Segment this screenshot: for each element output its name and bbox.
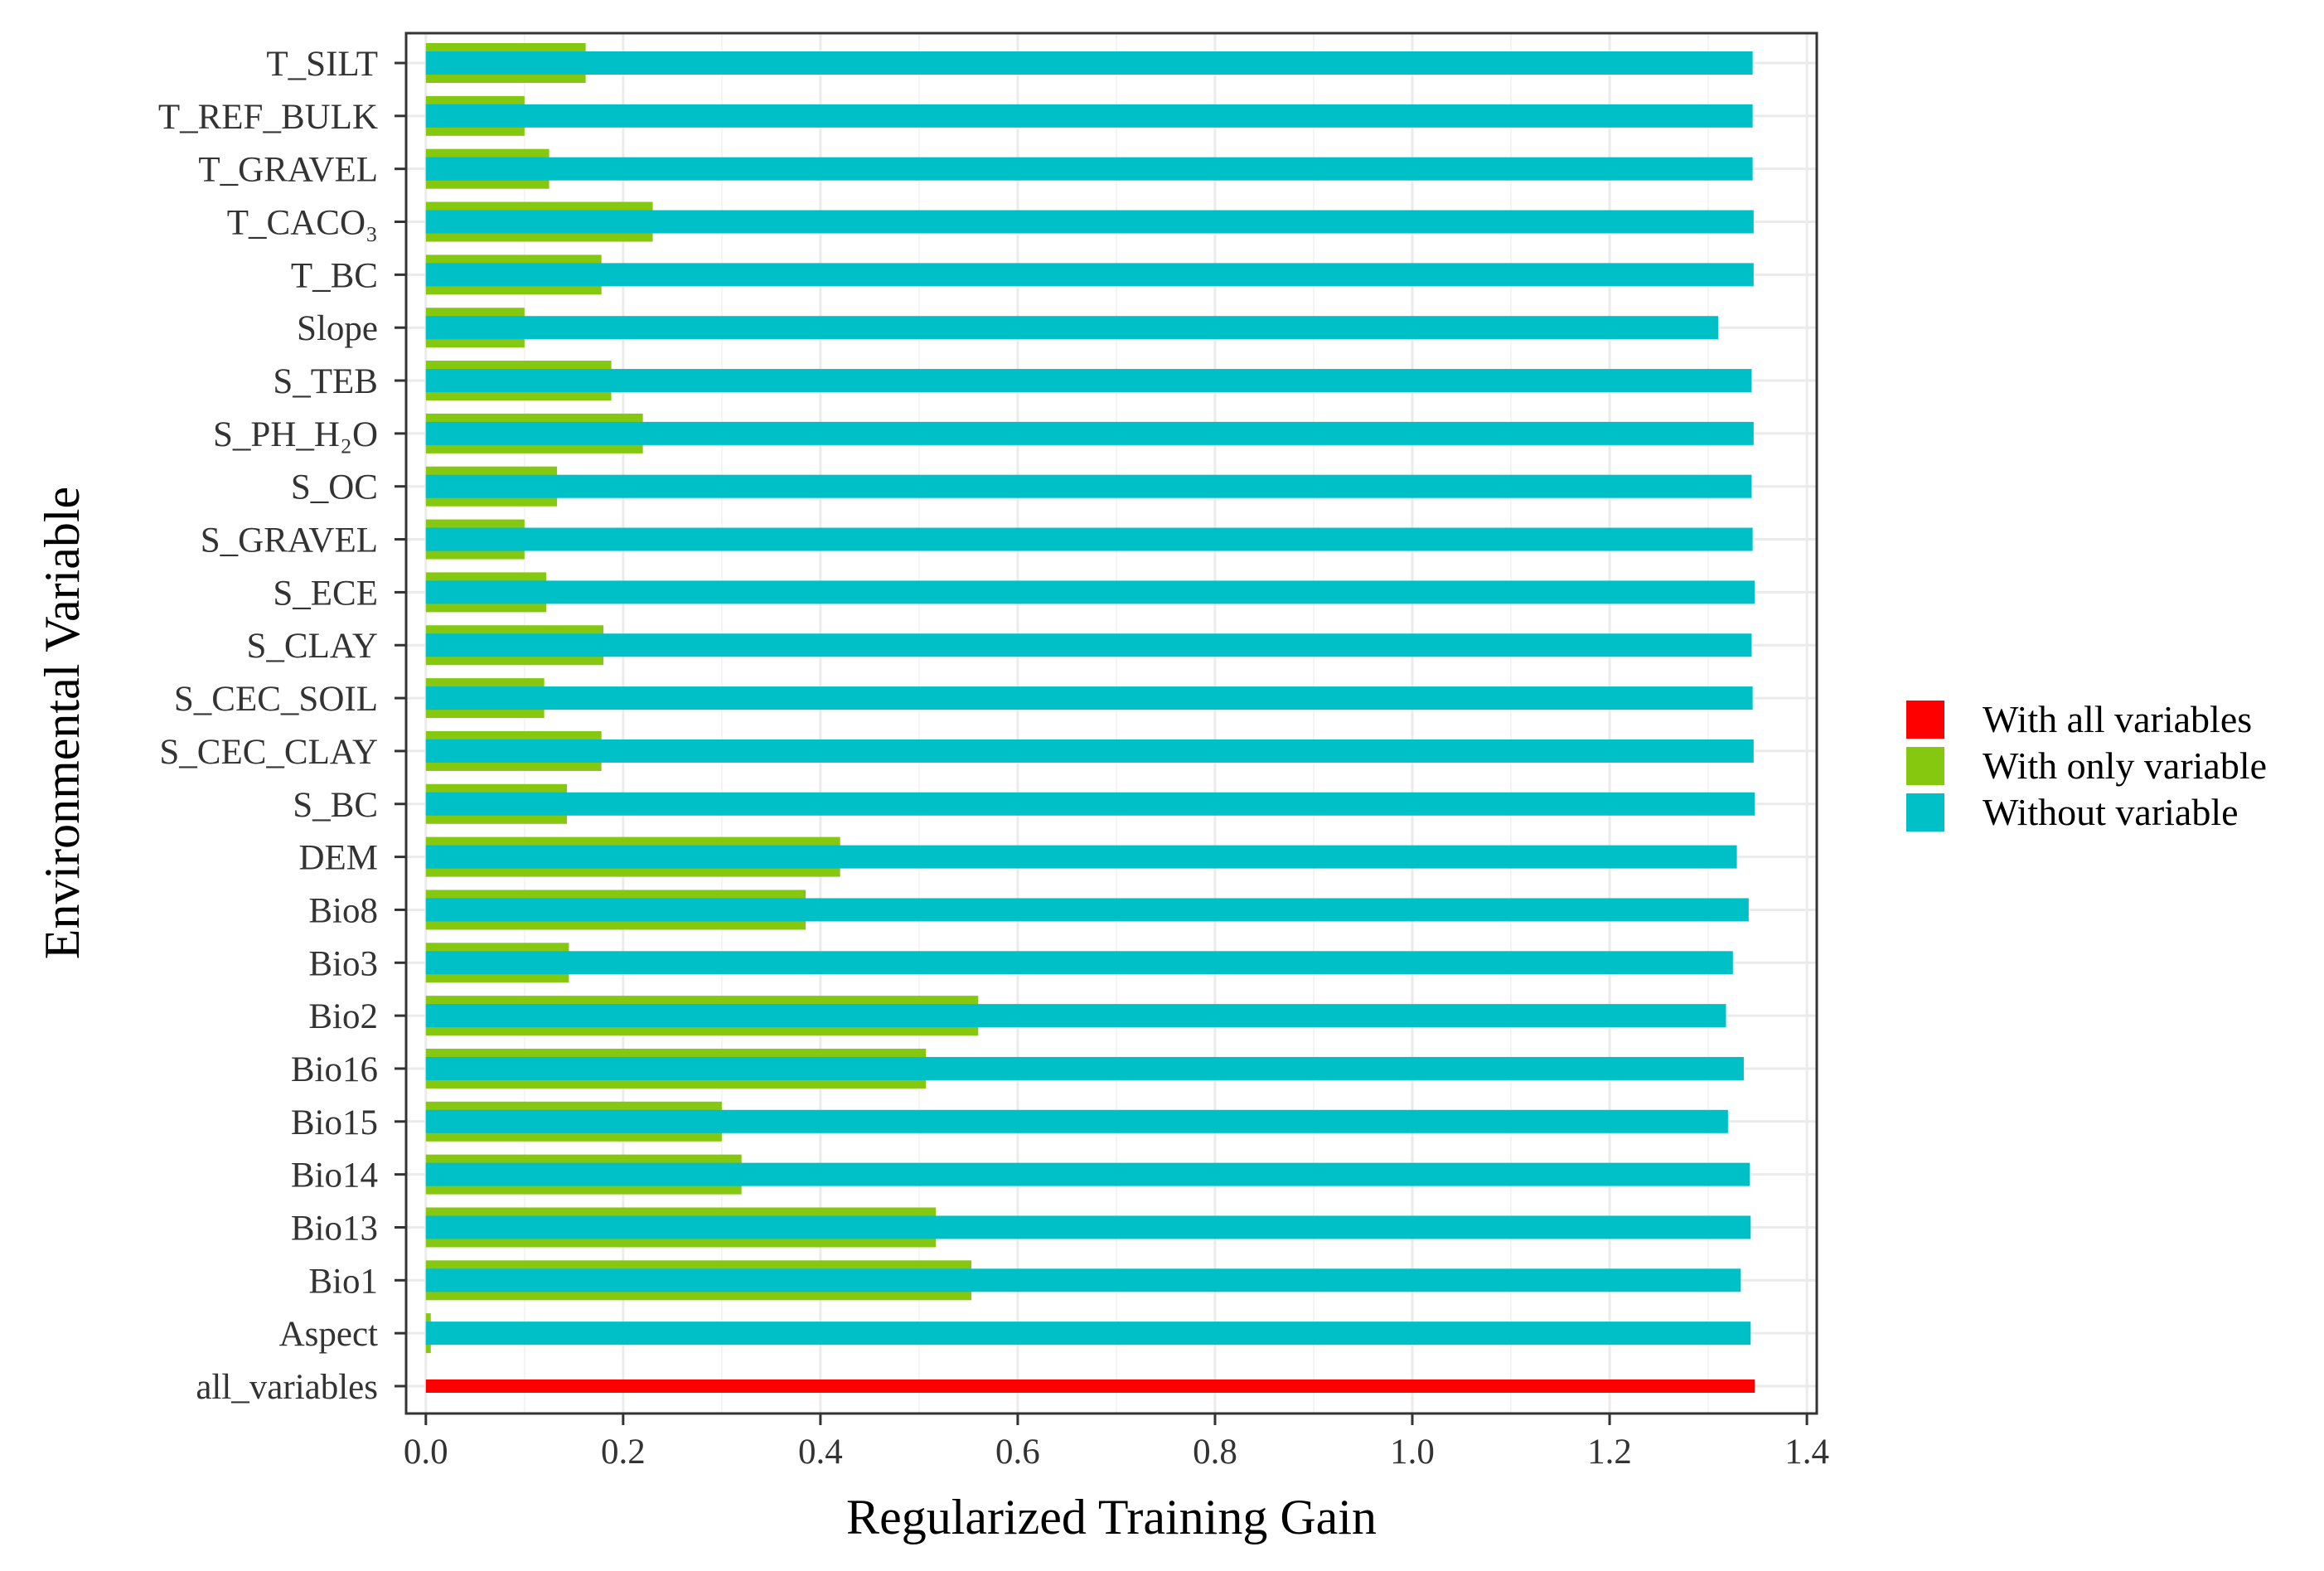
bar-without-variable — [425, 1004, 1726, 1028]
y-tick-label: Aspect — [279, 1315, 378, 1354]
bar-without-variable — [425, 474, 1752, 498]
y-tick-label: S_PH_H₂O — [213, 415, 378, 454]
legend-label: Without variable — [1983, 791, 2239, 833]
bar-without-variable — [425, 1215, 1751, 1239]
bar-without-variable — [425, 369, 1752, 393]
y-tick-label: S_CLAY — [246, 627, 378, 666]
y-axis-title: Environmental Variable — [35, 487, 90, 959]
x-tick-label: 1.2 — [1587, 1433, 1632, 1472]
bar-without-variable — [425, 316, 1718, 340]
y-tick-label: Bio14 — [291, 1156, 378, 1195]
y-tick-label: Bio15 — [291, 1103, 378, 1142]
x-tick-label: 0.4 — [798, 1433, 843, 1472]
y-tick-label: S_GRAVEL — [201, 521, 378, 560]
x-tick-label: 0.0 — [404, 1433, 448, 1472]
bar-without-variable — [425, 580, 1755, 604]
bar-without-variable — [425, 157, 1753, 181]
legend-key — [1906, 793, 1944, 832]
y-tick-label: Slope — [297, 309, 378, 348]
bar-without-variable — [425, 951, 1733, 975]
y-tick-label: T_BC — [291, 256, 378, 295]
x-tick-label: 0.2 — [601, 1433, 646, 1472]
y-tick-label: S_OC — [291, 468, 378, 507]
legend-label: With all variables — [1983, 698, 2252, 740]
bar-without-variable — [425, 898, 1749, 922]
y-tick-label: T_REF_BULK — [158, 98, 378, 137]
bar-without-variable — [425, 739, 1754, 763]
bar-without-variable — [425, 527, 1753, 551]
bar-without-variable — [425, 51, 1753, 75]
y-tick-label: T_GRAVEL — [198, 151, 378, 190]
legend-key — [1906, 747, 1944, 785]
bar-without-variable — [425, 845, 1737, 869]
y-tick-label: T_CACO₃ — [227, 204, 378, 243]
bar-without-variable — [425, 1109, 1728, 1133]
legend-key — [1906, 701, 1944, 739]
y-tick-label: DEM — [298, 839, 378, 878]
y-tick-label: Bio16 — [291, 1050, 378, 1089]
bar-without-variable — [425, 1162, 1750, 1186]
bars — [425, 43, 1755, 1393]
y-tick-label: S_BC — [293, 786, 378, 825]
bar-without-variable — [425, 686, 1753, 710]
y-tick-label: S_TEB — [273, 362, 378, 401]
y-tick-label: Bio2 — [308, 997, 378, 1036]
y-tick-label: Bio13 — [291, 1209, 378, 1248]
y-tick-label: all_variables — [196, 1368, 378, 1407]
bar-without-variable — [425, 792, 1755, 816]
x-axis-title: Regularized Training Gain — [846, 1490, 1377, 1544]
bar-without-variable — [425, 421, 1754, 445]
bar-with-all-variables — [425, 1379, 1755, 1393]
bar-without-variable — [425, 633, 1752, 657]
y-tick-label: T_SILT — [266, 45, 378, 84]
y-tick-label: S_CEC_CLAY — [159, 733, 378, 772]
bar-without-variable — [425, 1268, 1741, 1292]
legend-label: With only variable — [1983, 744, 2267, 787]
bar-without-variable — [425, 104, 1753, 128]
y-tick-label: Bio3 — [308, 944, 378, 983]
y-tick-label: Bio1 — [308, 1262, 378, 1301]
x-tick-label: 0.8 — [1193, 1433, 1237, 1472]
x-tick-label: 0.6 — [995, 1433, 1040, 1472]
y-tick-label: S_CEC_SOIL — [174, 680, 378, 719]
axis-ticks: all_variables Aspect Bio1 Bio13 Bio14 Bio15 Bi… — [158, 45, 1829, 1472]
x-tick-label: 1.0 — [1390, 1433, 1435, 1472]
bar-without-variable — [425, 1056, 1744, 1080]
y-tick-label: S_ECE — [273, 574, 378, 613]
plot-panel-border — [404, 32, 1818, 1415]
y-tick-label: Bio8 — [308, 891, 378, 930]
bar-without-variable — [425, 263, 1754, 287]
bar-without-variable — [425, 1321, 1751, 1346]
bar-without-variable — [425, 210, 1754, 234]
x-tick-label: 1.4 — [1784, 1433, 1829, 1472]
